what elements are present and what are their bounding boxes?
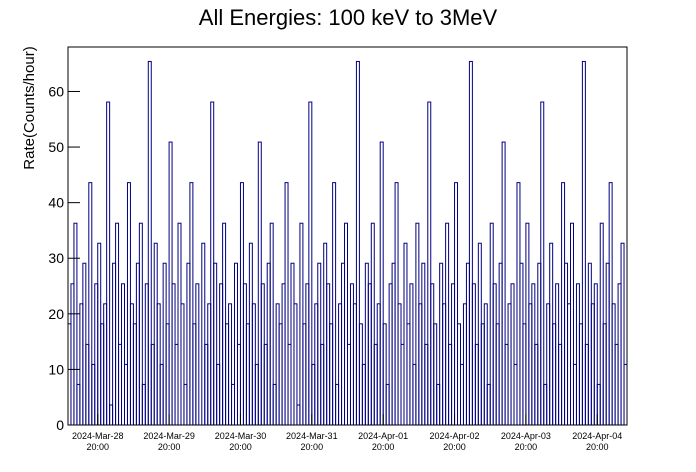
x-tick-label: 2024-Apr-03 20:00 [501, 431, 551, 452]
y-tick-label: 20 [48, 306, 64, 322]
y-tick-label: 50 [48, 139, 64, 155]
x-tick-label: 2024-Mar-28 20:00 [72, 431, 124, 452]
y-tick-label: 40 [48, 195, 64, 211]
y-tick-label: 60 [48, 83, 64, 99]
x-tick-label: 2024-Apr-02 20:00 [430, 431, 480, 452]
chart-title: All Energies: 100 keV to 3MeV [199, 5, 498, 30]
y-tick-label: 0 [56, 417, 64, 433]
x-tick-label: 2024-Mar-31 20:00 [286, 431, 338, 452]
y-tick-label: 30 [48, 250, 64, 266]
y-tick-label: 10 [48, 361, 64, 377]
y-axis-label: Rate(Counts/hour) [21, 46, 38, 169]
x-tick-label: 2024-Apr-01 20:00 [358, 431, 408, 452]
x-tick-label: 2024-Apr-04 20:00 [572, 431, 622, 452]
frame [67, 46, 628, 426]
x-tick-label: 2024-Mar-29 20:00 [143, 431, 195, 452]
x-tick-label: 2024-Mar-30 20:00 [215, 431, 267, 452]
